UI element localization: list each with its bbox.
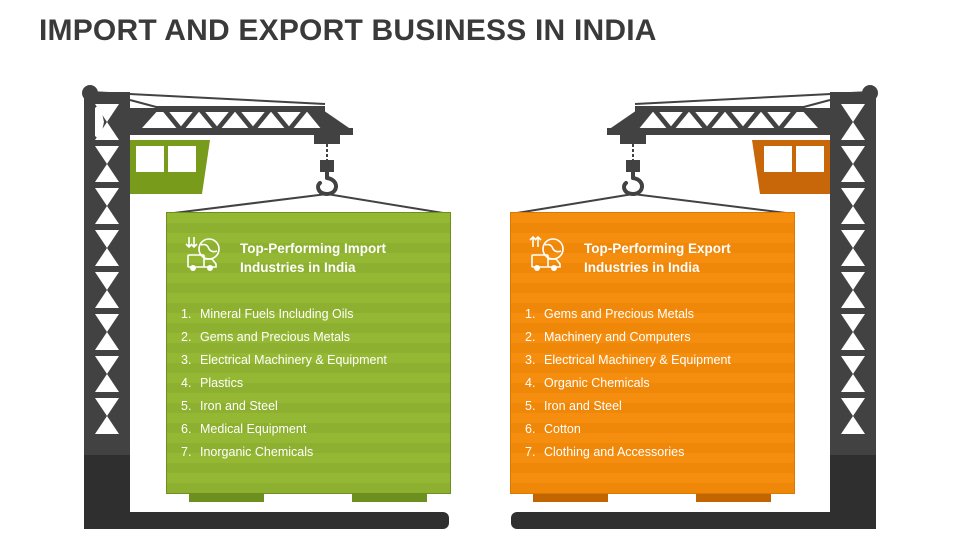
export-list: 1. Gems and Precious Metals 2. Machinery a… — [525, 307, 731, 468]
list-item: 4. Organic Chemicals — [525, 376, 731, 399]
list-item-label: Mineral Fuels Including Oils — [200, 307, 354, 321]
list-item-label: Plastics — [200, 376, 244, 390]
list-item-label: Electrical Machinery & Equipment — [544, 353, 731, 367]
list-item-label: Inorganic Chemicals — [200, 445, 314, 459]
list-item-label: Machinery and Computers — [544, 330, 691, 344]
list-item-label: Medical Equipment — [200, 422, 307, 436]
list-item-number: 2. — [181, 330, 192, 344]
list-item-label: Electrical Machinery & Equipment — [200, 353, 387, 367]
import-panel: Top-Performing Import Industries in Indi… — [166, 212, 451, 494]
list-item-label: Gems and Precious Metals — [544, 307, 695, 321]
list-item-number: 5. — [525, 399, 536, 413]
list-item-label: Iron and Steel — [200, 399, 278, 413]
list-item-number: 4. — [181, 376, 192, 390]
list-item-number: 6. — [181, 422, 192, 436]
list-item: 1. Gems and Precious Metals — [525, 307, 731, 330]
left-crane — [82, 85, 449, 529]
page-title: IMPORT AND EXPORT BUSINESS IN INDIA — [39, 14, 657, 47]
right-crane — [511, 85, 878, 529]
list-item-label: Cotton — [544, 422, 581, 436]
list-item: 2. Machinery and Computers — [525, 330, 731, 353]
list-item-number: 1. — [181, 307, 192, 321]
export-panel-header: Top-Performing Export Industries in Indi… — [529, 235, 789, 279]
export-heading-line1: Top-Performing Export — [584, 241, 731, 256]
list-item-number: 3. — [525, 353, 536, 367]
list-item: 5. Iron and Steel — [525, 399, 731, 422]
list-item-number: 2. — [525, 330, 536, 344]
list-item: 7. Clothing and Accessories — [525, 445, 731, 468]
list-item-label: Organic Chemicals — [544, 376, 650, 390]
list-item: 3. Electrical Machinery & Equipment — [181, 353, 387, 376]
import-list: 1. Mineral Fuels Including Oils 2. Gems an… — [181, 307, 387, 468]
list-item: 2. Gems and Precious Metals — [181, 330, 387, 353]
list-item-number: 6. — [525, 422, 536, 436]
list-item-number: 7. — [525, 445, 536, 459]
export-heading-line2: Industries in India — [584, 260, 700, 275]
import-heading-line2: Industries in India — [240, 260, 356, 275]
export-panel: Top-Performing Export Industries in Indi… — [510, 212, 795, 494]
list-item: 5. Iron and Steel — [181, 399, 387, 422]
import-panel-header: Top-Performing Import Industries in Indi… — [185, 235, 445, 279]
list-item-label: Iron and Steel — [544, 399, 622, 413]
import-panel-heading: Top-Performing Import Industries in Indi… — [240, 239, 440, 277]
list-item-label: Clothing and Accessories — [544, 445, 685, 459]
export-panel-heading: Top-Performing Export Industries in Indi… — [584, 239, 784, 277]
list-item: 6. Medical Equipment — [181, 422, 387, 445]
list-item-number: 7. — [181, 445, 192, 459]
list-item: 7. Inorganic Chemicals — [181, 445, 387, 468]
import-globe-truck-icon — [185, 237, 220, 271]
import-heading-line1: Top-Performing Import — [240, 241, 386, 256]
list-item-number: 5. — [181, 399, 192, 413]
export-globe-truck-icon — [529, 235, 564, 271]
list-item: 4. Plastics — [181, 376, 387, 399]
list-item: 3. Electrical Machinery & Equipment — [525, 353, 731, 376]
list-item-label: Gems and Precious Metals — [200, 330, 351, 344]
list-item: 6. Cotton — [525, 422, 731, 445]
list-item-number: 1. — [525, 307, 536, 321]
list-item: 1. Mineral Fuels Including Oils — [181, 307, 387, 330]
list-item-number: 4. — [525, 376, 536, 390]
list-item-number: 3. — [181, 353, 192, 367]
